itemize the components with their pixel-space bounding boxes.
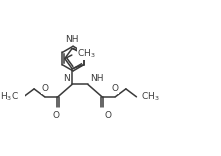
Text: CH$_3$: CH$_3$ — [141, 91, 160, 103]
Text: O: O — [53, 111, 60, 120]
Text: H$_3$C: H$_3$C — [0, 91, 19, 103]
Text: O: O — [105, 111, 112, 120]
Text: O: O — [112, 84, 119, 93]
Text: NH: NH — [90, 74, 103, 83]
Text: CH$_3$: CH$_3$ — [77, 47, 96, 60]
Text: NH: NH — [65, 35, 79, 44]
Text: O: O — [41, 84, 48, 93]
Text: N: N — [63, 74, 70, 83]
